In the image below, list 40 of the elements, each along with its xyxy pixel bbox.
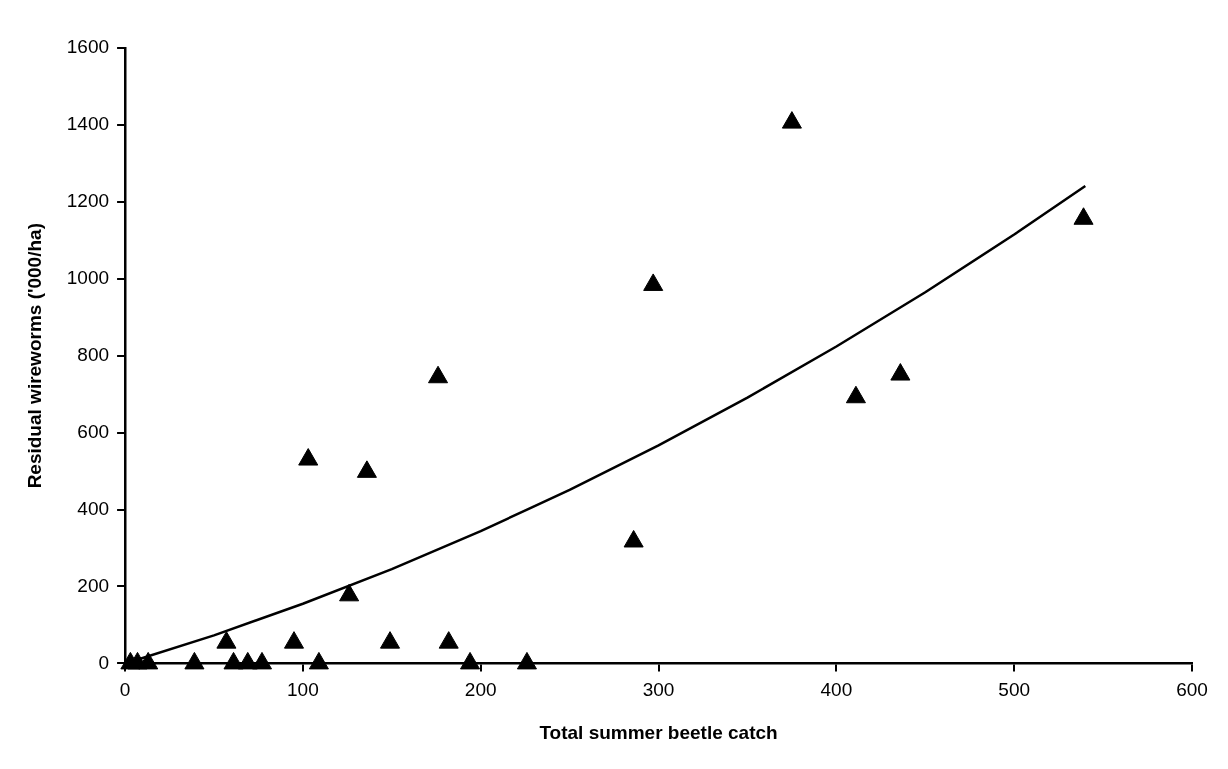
point xyxy=(890,363,911,381)
y-tick-label: 800 xyxy=(77,343,110,365)
y-tick-label: 1200 xyxy=(66,190,110,212)
y-tick-label: 1600 xyxy=(66,36,110,58)
x-axis-title: Total summer beetle catch xyxy=(539,721,778,743)
point xyxy=(216,631,237,649)
x-tick-label: 600 xyxy=(1176,679,1208,701)
y-tick-label: 400 xyxy=(77,497,110,519)
point xyxy=(308,651,329,670)
x-tick-label: 100 xyxy=(287,679,319,701)
x-tick-label: 0 xyxy=(119,679,131,701)
point xyxy=(283,631,305,649)
point xyxy=(184,651,205,670)
point xyxy=(845,385,866,404)
point xyxy=(643,273,664,291)
point xyxy=(781,111,802,129)
point xyxy=(251,651,273,670)
y-tick-label: 1000 xyxy=(66,267,110,289)
point xyxy=(516,651,537,670)
y-tick-label: 1400 xyxy=(66,113,110,135)
y-tick-label: 200 xyxy=(77,574,110,596)
point xyxy=(339,583,360,602)
point xyxy=(460,651,481,670)
point xyxy=(428,365,449,384)
x-tick-label: 500 xyxy=(998,679,1031,701)
point xyxy=(380,631,401,649)
point xyxy=(138,651,159,670)
y-tick-label: 0 xyxy=(98,651,110,673)
y-tick-label: 600 xyxy=(77,420,110,442)
x-tick-label: 200 xyxy=(464,679,497,701)
point xyxy=(1073,207,1094,225)
point xyxy=(237,651,258,670)
point xyxy=(623,529,644,548)
point xyxy=(356,460,377,478)
point xyxy=(223,651,244,670)
x-tick-label: 400 xyxy=(820,679,853,701)
y-axis-title: Residual wireworms ('000/ha) xyxy=(23,223,45,489)
x-tick-label: 300 xyxy=(642,679,675,701)
point xyxy=(298,448,319,466)
point xyxy=(438,631,459,649)
